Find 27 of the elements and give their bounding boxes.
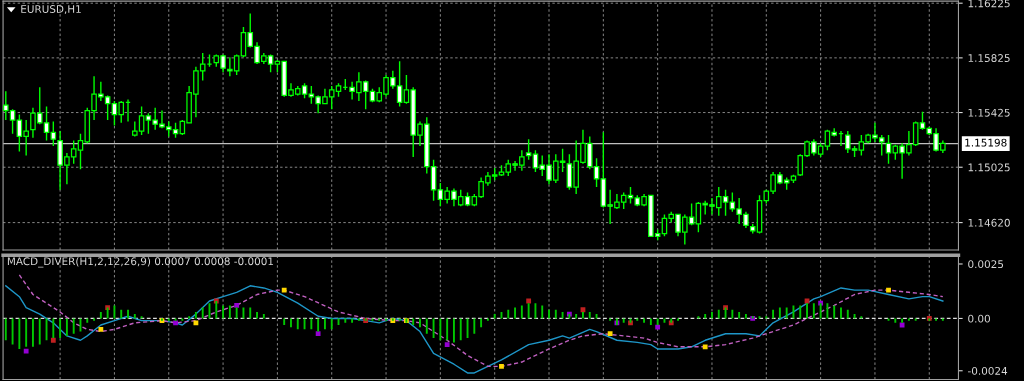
point xyxy=(315,331,321,337)
point xyxy=(281,287,287,293)
point xyxy=(607,331,613,337)
point xyxy=(702,344,708,350)
point xyxy=(23,348,29,354)
chart-title: EURUSD,H1 xyxy=(21,5,81,14)
ref-line-label: 1.15198 xyxy=(965,138,1007,147)
chart-title: MACD_DIVER(H1,2,12,26,9) 0.0007 0.0008 -0.0001 xyxy=(7,257,274,268)
y-tick-label: 0.00 xyxy=(968,314,990,323)
point xyxy=(98,326,104,332)
y-tick-label: 1.16225 xyxy=(968,0,1010,8)
y-tick-label: 1.14620 xyxy=(968,218,1010,227)
point xyxy=(173,320,178,326)
point xyxy=(50,337,56,343)
y-tick-label: 0.0025 xyxy=(968,260,1004,269)
line-series xyxy=(5,285,944,374)
point xyxy=(234,302,240,308)
point xyxy=(655,324,661,330)
y-tick-label: 1.15425 xyxy=(968,108,1010,117)
y-tick-label: 1.15825 xyxy=(968,54,1010,62)
line-series xyxy=(18,274,944,368)
y-tick-label: -0.0024 xyxy=(968,366,1008,375)
candlestick xyxy=(525,138,532,161)
y-tick-label: 1.15025 xyxy=(968,163,1010,172)
point xyxy=(886,287,891,293)
point xyxy=(499,364,504,369)
point xyxy=(444,342,450,348)
